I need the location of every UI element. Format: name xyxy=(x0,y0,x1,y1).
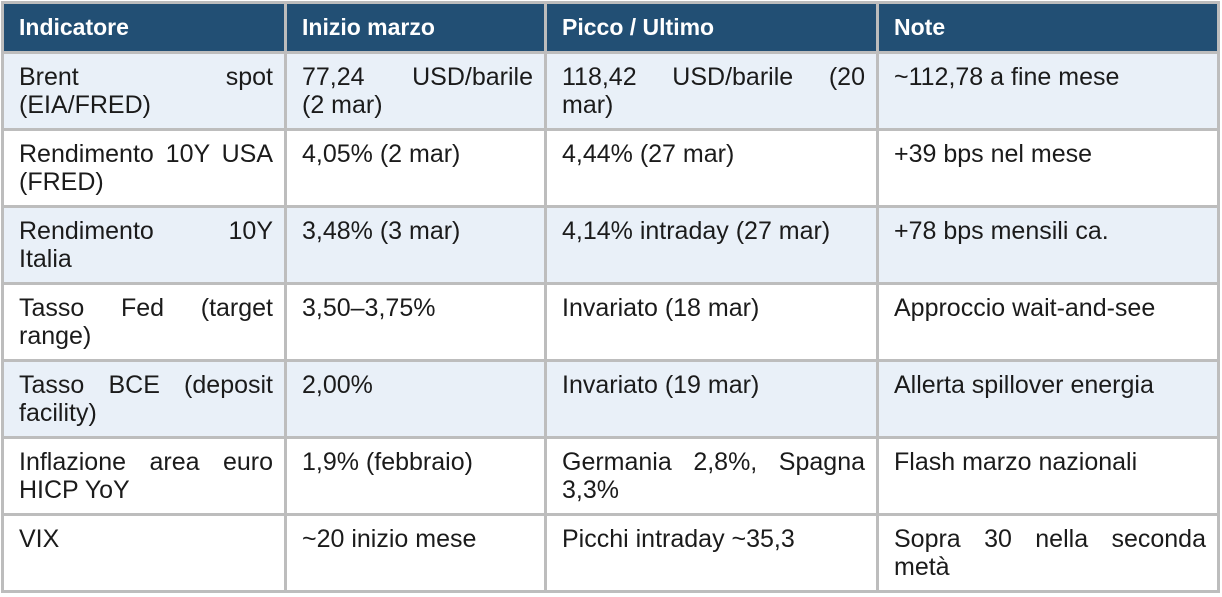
cell-inizio-marzo: 2,00% xyxy=(284,359,547,439)
cell-inizio-marzo: 3,50–3,75% xyxy=(284,282,547,362)
cell-note: Allerta spillover energia xyxy=(876,359,1220,439)
cell-picco-ultimo: Picchi intraday ~35,3 xyxy=(544,513,879,593)
cell-note: Flash marzo nazionali xyxy=(876,436,1220,516)
column-header-picco-ultimo: Picco / Ultimo xyxy=(544,1,879,54)
table-row: Rendimento 10Y Italia 3,48% (3 mar) 4,14%… xyxy=(1,205,1220,285)
cell-picco-ultimo: 4,44% (27 mar) xyxy=(544,128,879,208)
cell-note: Approccio wait-and-see xyxy=(876,282,1220,362)
cell-indicatore: Rendimento 10Y Italia xyxy=(1,205,287,285)
cell-picco-ultimo: Invariato (18 mar) xyxy=(544,282,879,362)
table-row: Tasso BCE (deposit facility) 2,00% Invari… xyxy=(1,359,1220,439)
cell-indicatore: Brent spot (EIA/FRED) xyxy=(1,51,287,131)
table-row: Inflazione area euro HICP YoY 1,9% (febbr… xyxy=(1,436,1220,516)
cell-picco-ultimo: Invariato (19 mar) xyxy=(544,359,879,439)
cell-inizio-marzo: 4,05% (2 mar) xyxy=(284,128,547,208)
cell-indicatore: Tasso BCE (deposit facility) xyxy=(1,359,287,439)
cell-inizio-marzo: 1,9% (febbraio) xyxy=(284,436,547,516)
cell-note: +78 bps mensili ca. xyxy=(876,205,1220,285)
header-row: Indicatore Inizio marzo Picco / Ultimo N… xyxy=(1,1,1220,54)
cell-inizio-marzo: ~20 inizio mese xyxy=(284,513,547,593)
table-body: Brent spot (EIA/FRED) 77,24 USD/barile (2 … xyxy=(1,51,1220,593)
table-header: Indicatore Inizio marzo Picco / Ultimo N… xyxy=(1,1,1220,54)
column-header-indicatore: Indicatore xyxy=(1,1,287,54)
column-header-inizio-marzo: Inizio marzo xyxy=(284,1,547,54)
cell-picco-ultimo: 118,42 USD/barile (20 mar) xyxy=(544,51,879,131)
table-row: Brent spot (EIA/FRED) 77,24 USD/barile (2 … xyxy=(1,51,1220,131)
cell-picco-ultimo: 4,14% intraday (27 mar) xyxy=(544,205,879,285)
column-header-note: Note xyxy=(876,1,1220,54)
table-row: VIX ~20 inizio mese Picchi intraday ~35,… xyxy=(1,513,1220,593)
cell-indicatore: Inflazione area euro HICP YoY xyxy=(1,436,287,516)
cell-note: +39 bps nel mese xyxy=(876,128,1220,208)
table-row: Tasso Fed (target range) 3,50–3,75% Invar… xyxy=(1,282,1220,362)
cell-indicatore: Rendimento 10Y USA (FRED) xyxy=(1,128,287,208)
cell-inizio-marzo: 77,24 USD/barile (2 mar) xyxy=(284,51,547,131)
table-row: Rendimento 10Y USA (FRED) 4,05% (2 mar) 4… xyxy=(1,128,1220,208)
cell-note: ~112,78 a fine mese xyxy=(876,51,1220,131)
cell-note: Sopra 30 nella seconda metà xyxy=(876,513,1220,593)
cell-picco-ultimo: Germania 2,8%, Spagna 3,3% xyxy=(544,436,879,516)
cell-indicatore: VIX xyxy=(1,513,287,593)
cell-inizio-marzo: 3,48% (3 mar) xyxy=(284,205,547,285)
cell-indicatore: Tasso Fed (target range) xyxy=(1,282,287,362)
